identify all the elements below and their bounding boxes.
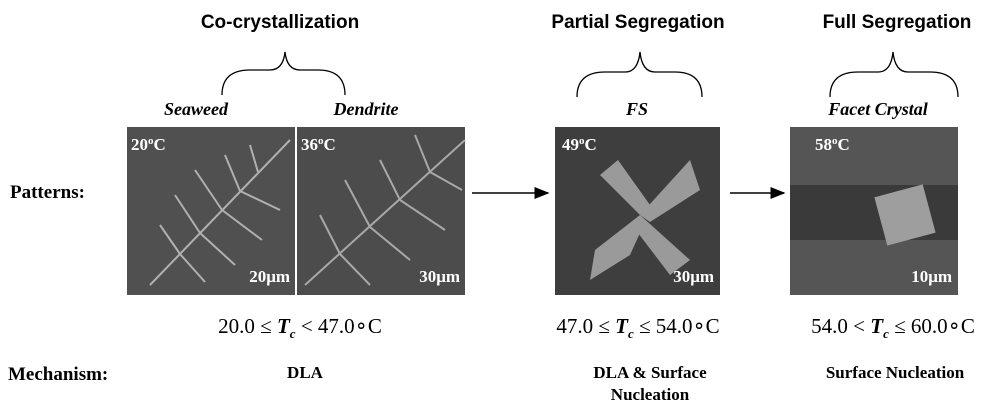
temp-range: 47.0 ≤ Tc ≤ 54.0∘C [556, 314, 719, 341]
mechanism: DLA & Surface [593, 363, 707, 382]
mechanism: DLA [287, 363, 324, 382]
group-title: Partial Segregation [551, 12, 724, 33]
panel-label: Facet Crystal [827, 99, 928, 119]
mechanism: Surface Nucleation [826, 363, 965, 382]
mechanism: Nucleation [611, 385, 690, 404]
brace [222, 52, 345, 95]
figure: Co-crystallization Partial Segregation F… [0, 0, 993, 406]
temp-range: 54.0 < Tc ≤ 60.0∘C [811, 314, 975, 341]
brace [830, 52, 958, 97]
group-title: Co-crystallization [201, 12, 359, 33]
panel-label: Seaweed [164, 99, 229, 119]
scale-bar: 10μm [911, 267, 952, 286]
temp-range: 20.0 ≤ Tc < 47.0∘C [218, 314, 382, 341]
brace [577, 52, 702, 97]
panel-label: FS [625, 99, 648, 119]
scale-bar: 20μm [249, 267, 290, 286]
panel-label: Dendrite [333, 99, 399, 119]
row-label: Patterns: [10, 182, 85, 203]
row-label: Mechanism: [8, 364, 108, 385]
scale-bar: 30μm [419, 267, 460, 286]
group-title: Full Segregation [823, 12, 972, 33]
scale-bar: 30μm [673, 267, 714, 286]
